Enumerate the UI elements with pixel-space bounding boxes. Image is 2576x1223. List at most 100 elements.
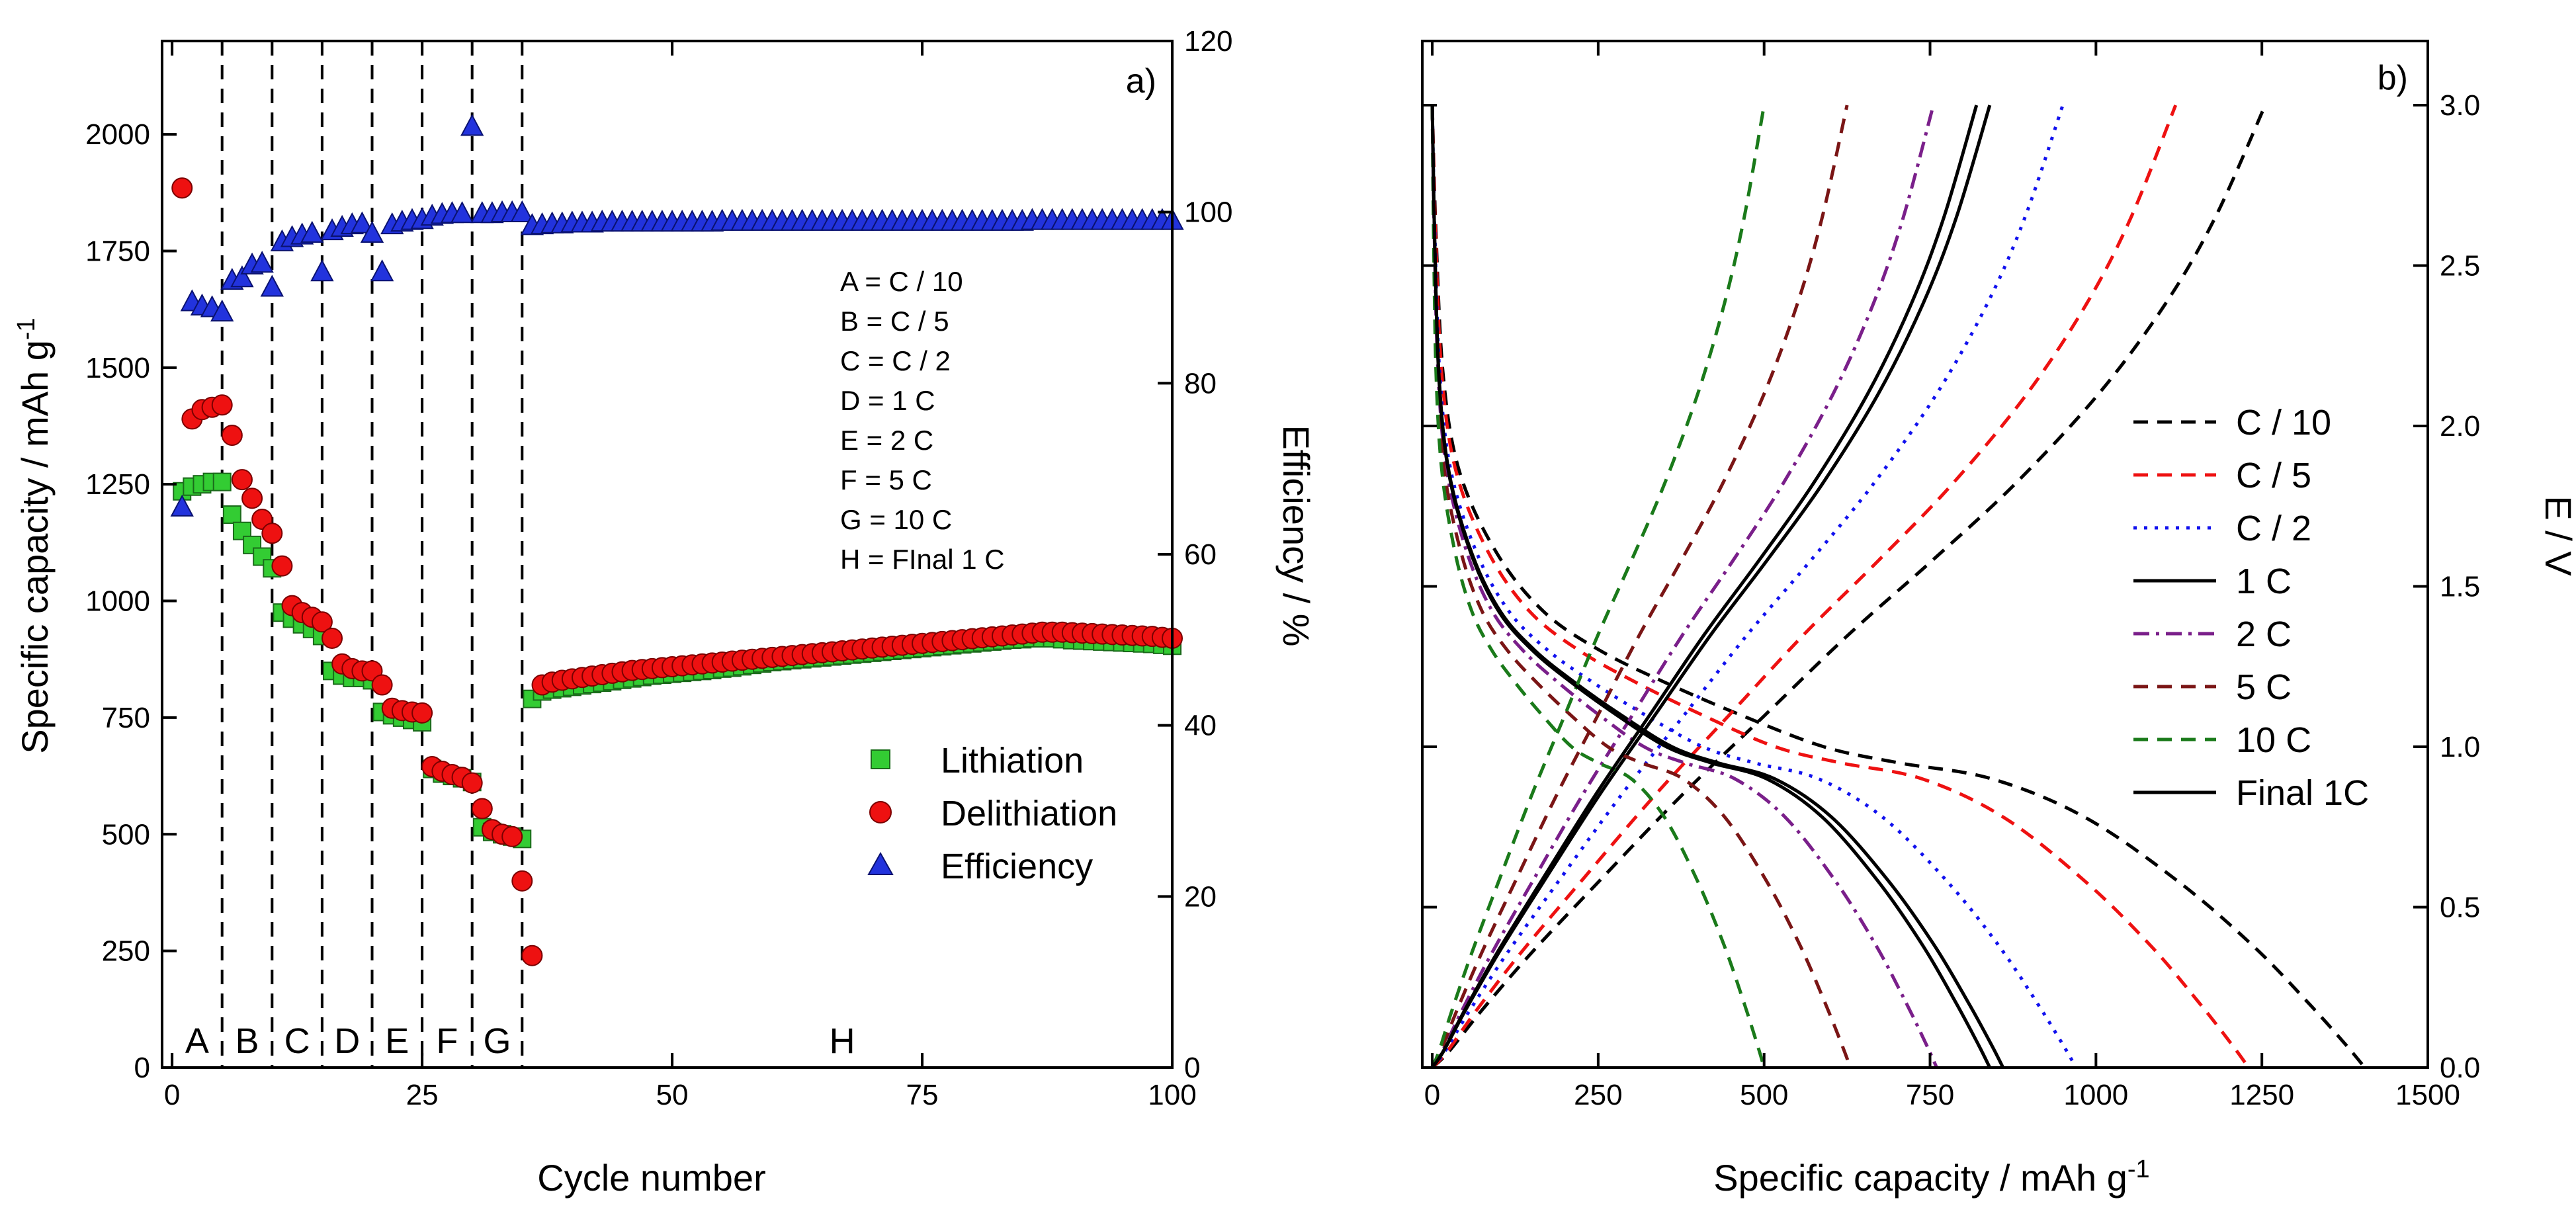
- y-tick-label-b: 2.5: [2440, 250, 2480, 282]
- efficiency-point: [210, 299, 234, 321]
- region-label-a: A: [185, 1021, 209, 1061]
- legend-label-c-2: C / 2: [2236, 509, 2311, 548]
- legend-label-c-10: C / 10: [2236, 403, 2331, 443]
- y-tick-label-a: 2000: [85, 118, 150, 151]
- efficiency-point: [360, 220, 384, 243]
- delithiation-point: [521, 945, 543, 966]
- charge-curve-2-c: [1430, 105, 1935, 1069]
- delithiation-point: [461, 772, 483, 794]
- rate-note-d: D = 1 C: [840, 385, 935, 416]
- delithiation-point: [261, 523, 283, 544]
- charge-curve-final-1c: [1430, 105, 1979, 1069]
- x-axis-label-b: Specific capacity / mAh g-1: [1713, 1156, 2149, 1199]
- y-tick-label-b: 0.5: [2440, 892, 2480, 924]
- x-axis-ticks-a: 0 25 50 75 100: [164, 41, 1197, 1111]
- delithiation-point: [311, 611, 333, 633]
- x-tick-label-b: 1500: [2395, 1079, 2460, 1111]
- legend-b: C / 10 C / 5 C / 2 1 C 2 C 5 C 10 C Final 1C: [2133, 403, 2369, 813]
- delithiation-point: [221, 425, 243, 446]
- plot-frame-a: [161, 40, 1174, 1069]
- x-tick-label-b: 0: [1424, 1079, 1440, 1111]
- x-tick-label-a: 100: [1148, 1079, 1196, 1111]
- discharge-curve-c-5: [1430, 105, 2251, 1069]
- y2-axis-label-a: Efficiency / %: [1275, 425, 1317, 646]
- y-axis-ticks-a: 0 250 500 750 1000 1250 1500 1750 2000: [85, 118, 177, 1084]
- y2-tick-label-a: 40: [1184, 710, 1217, 742]
- efficiency-point: [300, 220, 324, 243]
- y-tick-label-a: 500: [102, 818, 150, 851]
- delithiation-point: [171, 177, 193, 199]
- delithiation-point: [322, 627, 343, 649]
- delithiation-point: [371, 674, 393, 696]
- efficiency-point: [510, 200, 534, 222]
- delithiation-point: [271, 555, 293, 577]
- rate-notes: A = C / 10 B = C / 5 C = C / 2 D = 1 C E…: [840, 266, 1005, 575]
- y-tick-label-b: 2.0: [2440, 410, 2480, 443]
- legend-efficiency-label: Efficiency: [941, 847, 1093, 886]
- x-axis-label-b-sup: -1: [2127, 1156, 2150, 1183]
- x-tick-label-a: 25: [406, 1079, 439, 1111]
- legend-lithiation-label: Lithiation: [941, 741, 1084, 780]
- y-tick-label-b: 3.0: [2440, 89, 2480, 122]
- y-tick-label-a: 0: [134, 1052, 150, 1084]
- efficiency-point: [170, 494, 194, 517]
- x-tick-label-b: 1000: [2063, 1079, 2128, 1111]
- x-axis-label-b-main: Specific capacity / mAh g: [1713, 1157, 2127, 1199]
- voltage-profile-curves: [1430, 104, 2366, 1069]
- y-axis-label-b: E / V: [2538, 495, 2576, 576]
- legend-label-1-c: 1 C: [2236, 562, 2292, 601]
- y2-axis-ticks-a: 0 20 40 60 80 100 120: [1158, 25, 1232, 1084]
- legend-a: Lithiation Delithiation Efficiency: [867, 741, 1117, 886]
- y-axis-label-a-sup: -1: [13, 317, 40, 340]
- y-tick-label-b: 1.0: [2440, 731, 2480, 763]
- discharge-curve-c-10: [1430, 105, 2366, 1069]
- discharge-curve-final-1c: [1430, 105, 1992, 1069]
- x-tick-label-b: 250: [1574, 1079, 1622, 1111]
- charge-curve-c-10: [1431, 104, 2267, 1069]
- legend-label-5-c: 5 C: [2236, 667, 2292, 707]
- rate-note-g: G = 10 C: [840, 504, 952, 535]
- legend-delithiation-label: Delithiation: [941, 794, 1117, 833]
- region-label-d: D: [334, 1021, 360, 1061]
- x-tick-label-b: 500: [1740, 1079, 1788, 1111]
- legend-efficiency-marker: [867, 851, 894, 875]
- legend-label-2-c: 2 C: [2236, 614, 2292, 654]
- efficiency-point: [250, 251, 274, 273]
- region-label-b: B: [235, 1021, 259, 1061]
- lithiation-point: [212, 472, 232, 491]
- y-axis-label-a: Specific capacity / mAh g-1: [13, 317, 56, 753]
- efficiency-point: [230, 265, 254, 288]
- delithiation-point: [411, 702, 433, 724]
- legend-lithiation-marker: [871, 749, 890, 769]
- charge-curve-5-c: [1430, 105, 1849, 1069]
- y-tick-label-a: 1750: [85, 235, 150, 267]
- delithiation-point: [471, 798, 493, 820]
- panel-b: 0 250 500 750 1000 1250 1500 0.0 0.5 1.0 1.5 2.0 2.…: [1421, 40, 2576, 1199]
- x-tick-label-b: 750: [1906, 1079, 1954, 1111]
- rate-note-b: B = C / 5: [840, 306, 949, 337]
- efficiency-point: [260, 274, 284, 297]
- y-axis-label-a-main: Specific capacity / mAh g: [14, 340, 56, 754]
- plot-frame-b: [1421, 40, 2429, 1069]
- x-tick-label-b: 1250: [2229, 1079, 2294, 1111]
- y2-tick-label-a: 0: [1184, 1052, 1200, 1084]
- y-tick-label-a: 250: [102, 935, 150, 968]
- charge-curve-c-2: [1431, 105, 2065, 1069]
- x-axis-ticks-b: 0 250 500 750 1000 1250 1500: [1424, 41, 2460, 1111]
- y2-tick-label-a: 100: [1184, 196, 1232, 229]
- y2-tick-label-a: 120: [1184, 25, 1232, 58]
- y-tick-label-a: 750: [102, 702, 150, 734]
- efficiency-point: [450, 201, 474, 224]
- efficiency-point: [350, 211, 374, 233]
- efficiency-point: [460, 114, 484, 136]
- rate-note-h: H = FInal 1 C: [840, 544, 1005, 575]
- delithiation-point: [511, 870, 533, 892]
- delithiation-series: [171, 177, 1183, 966]
- panel-label-b: b): [2378, 59, 2408, 97]
- y-tick-label-a: 1000: [85, 585, 150, 618]
- x-tick-label-a: 75: [906, 1079, 939, 1111]
- x-axis-label-a: Cycle number: [537, 1157, 765, 1199]
